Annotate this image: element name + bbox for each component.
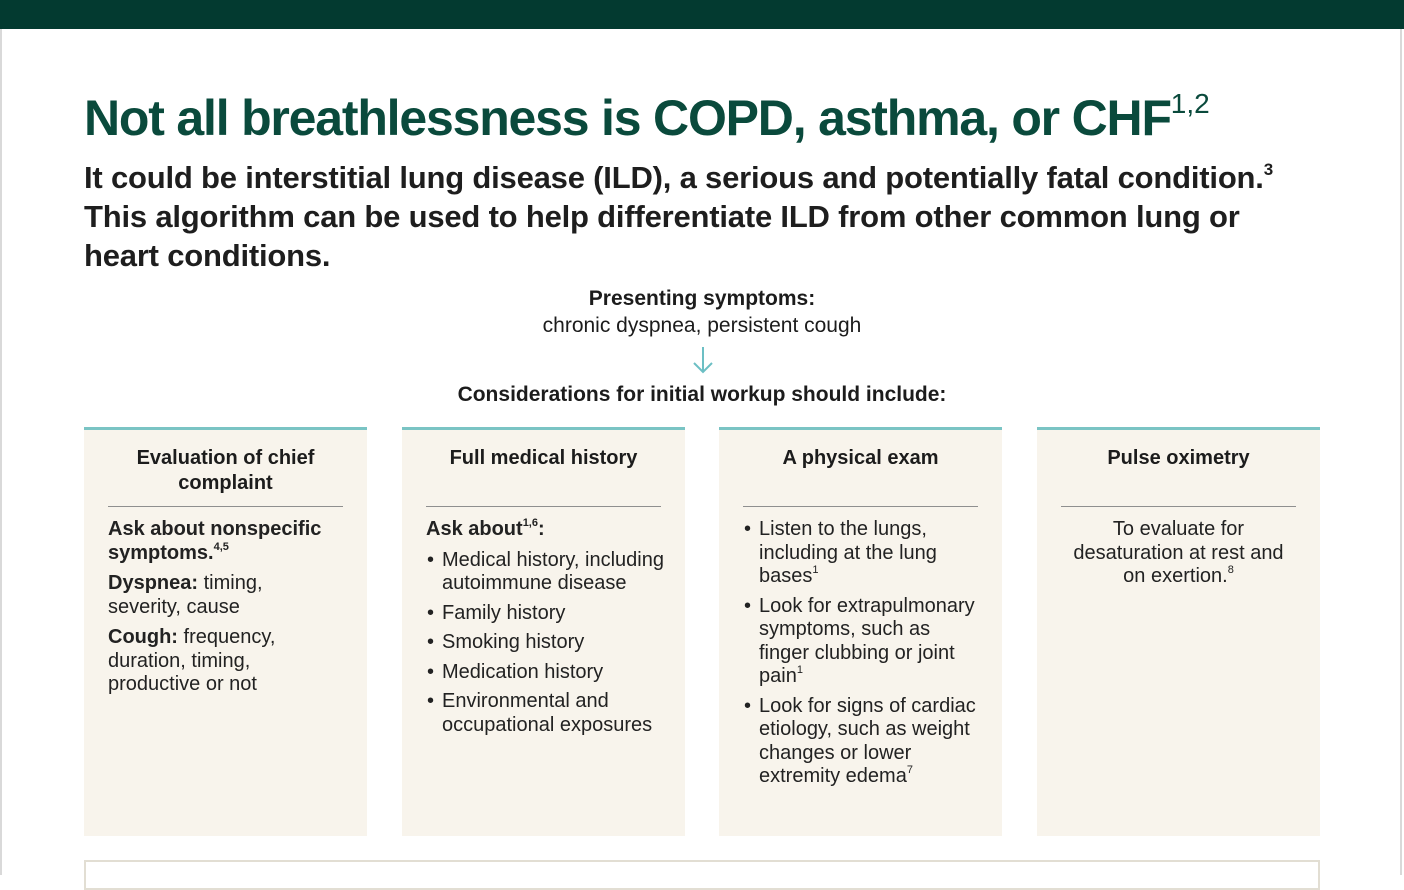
- title-references: 1,2: [1170, 88, 1210, 119]
- card-intro: Ask about nonspecific symptoms.4,5: [108, 518, 322, 564]
- card-bullet-list: Medical history, including autoimmune di…: [426, 549, 675, 738]
- bottom-panel: [84, 860, 1320, 890]
- presenting-symptoms-text: chronic dyspnea, persistent cough: [542, 314, 862, 337]
- card-physical-exam: A physical exam Listen to the lungs, inc…: [719, 427, 1002, 836]
- card-bullet-list: Listen to the lungs, including at the lu…: [743, 518, 982, 789]
- list-item: Listen to the lungs, including at the lu…: [743, 518, 982, 589]
- card-body: Listen to the lungs, including at the lu…: [743, 518, 982, 795]
- card-body: Ask about nonspecific symptoms.4,5 Dyspn…: [108, 518, 327, 704]
- card-title: A physical exam: [743, 446, 978, 507]
- card-pulse-oximetry: Pulse oximetry To evaluate for desaturat…: [1037, 427, 1320, 836]
- card-medical-history: Full medical history Ask about1,6: Medic…: [402, 427, 685, 836]
- list-item: Look for extrapulmonary symptoms, such a…: [743, 595, 982, 689]
- card-intro: Ask about1,6:: [426, 517, 545, 541]
- list-item: Environmental and occupational exposures: [426, 690, 675, 737]
- subtitle-reference: 3: [1263, 160, 1273, 179]
- considerations-heading: Considerations for initial workup should…: [457, 383, 947, 406]
- card-title: Evaluation of chief complaint: [108, 446, 343, 507]
- list-item: Look for signs of cardiac etiology, such…: [743, 695, 982, 789]
- presenting-symptoms: Presenting symptoms: chronic dyspnea, pe…: [402, 286, 1002, 340]
- card-title: Pulse oximetry: [1061, 446, 1296, 507]
- card-title: Full medical history: [426, 446, 661, 507]
- list-item: Medical history, including autoimmune di…: [426, 549, 675, 596]
- card-item-dyspnea: Dyspnea: timing, severity, cause: [108, 572, 263, 618]
- page-title: Not all breathlessness is COPD, asthma, …: [84, 88, 1210, 146]
- list-item: Medication history: [426, 661, 675, 685]
- down-arrow-icon: [693, 347, 713, 374]
- card-body: Ask about1,6: Medical history, including…: [426, 518, 675, 743]
- presenting-symptoms-heading: Presenting symptoms:: [588, 287, 816, 310]
- page-subtitle: It could be interstitial lung disease (I…: [84, 160, 1273, 273]
- list-item: Family history: [426, 602, 675, 626]
- card-body: To evaluate for desaturation at rest and…: [1073, 518, 1284, 587]
- list-item: Smoking history: [426, 631, 675, 655]
- card-item-cough: Cough: frequency, duration, timing, prod…: [108, 626, 276, 695]
- card-chief-complaint: Evaluation of chief complaint Ask about …: [84, 427, 367, 836]
- top-bar: [0, 0, 1404, 29]
